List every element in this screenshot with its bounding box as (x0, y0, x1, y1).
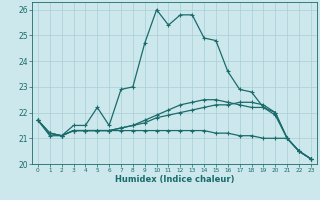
X-axis label: Humidex (Indice chaleur): Humidex (Indice chaleur) (115, 175, 234, 184)
